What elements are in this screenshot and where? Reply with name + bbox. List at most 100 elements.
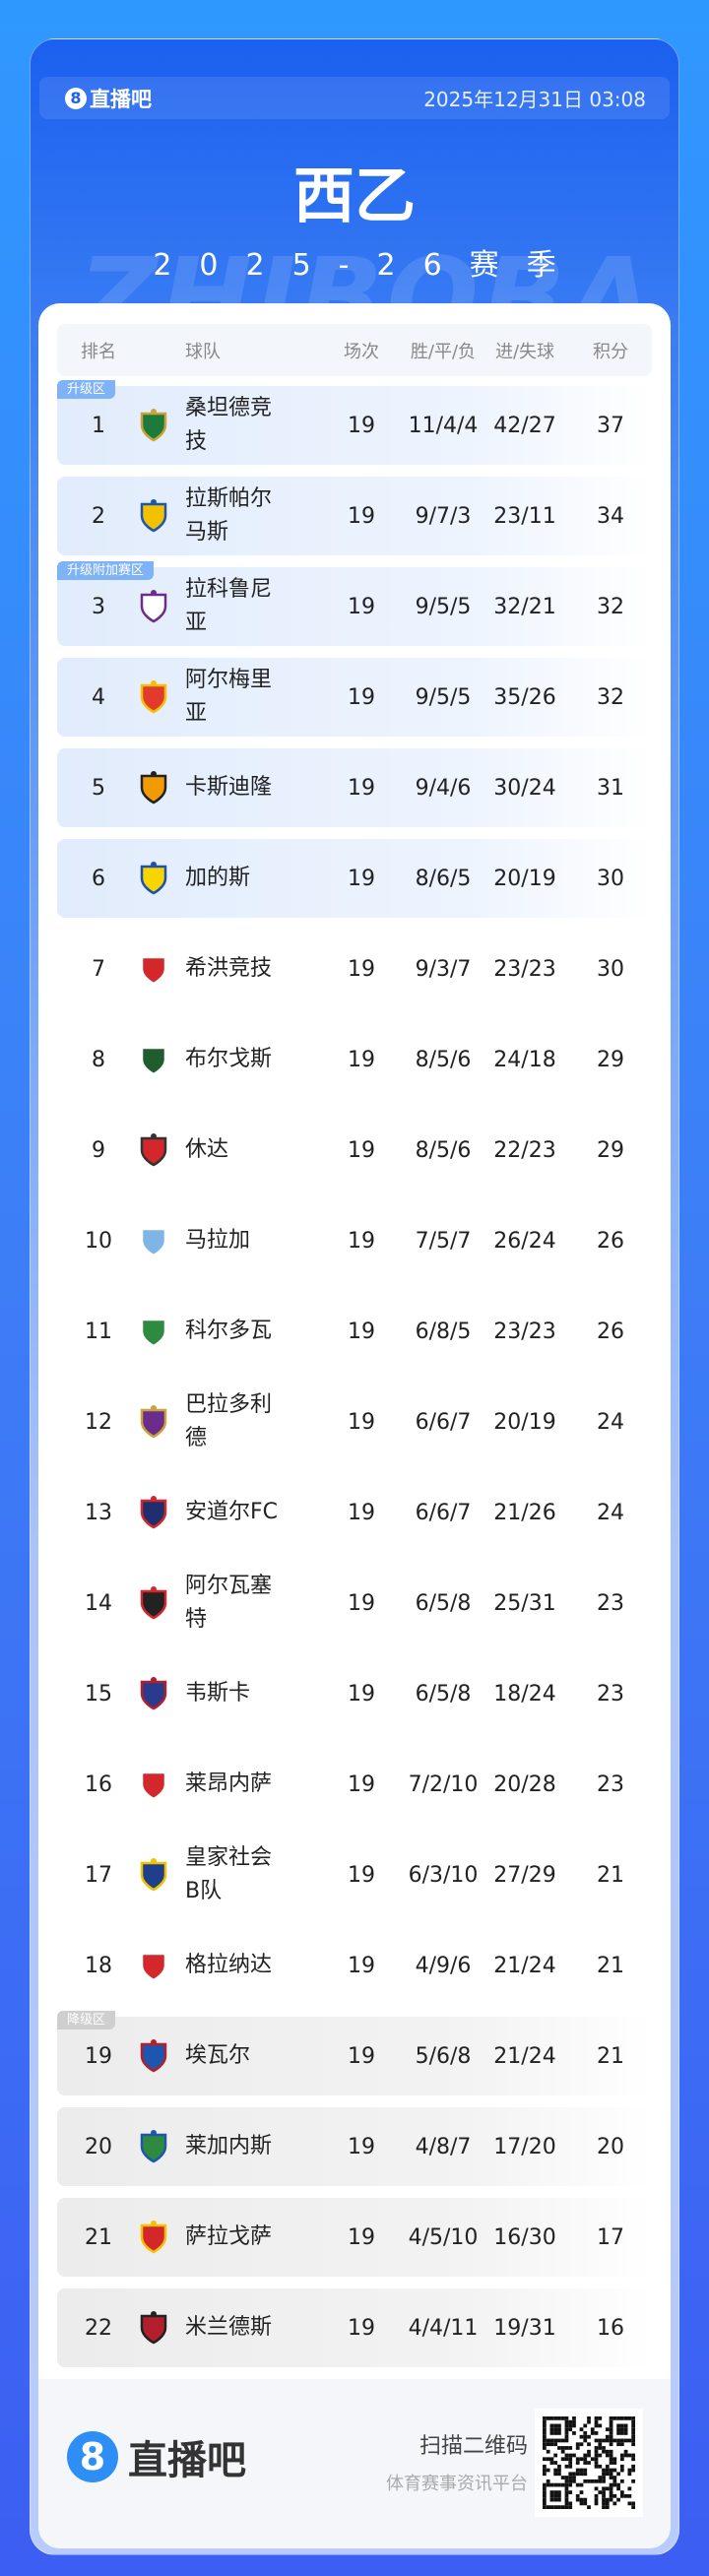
wdl: 6/6/7 — [415, 1500, 472, 1525]
team-crest-icon — [140, 2221, 167, 2254]
table-row[interactable]: 升级区 1 桑坦德竞技 19 11/4/4 42/27 37 — [57, 380, 652, 465]
rank: 17 — [85, 1862, 112, 1888]
team-name[interactable]: 皇家社会B队 — [185, 1845, 273, 1903]
wdl: 6/5/8 — [415, 1681, 472, 1707]
team-name[interactable]: 休达 — [185, 1137, 229, 1162]
points: 17 — [597, 2224, 624, 2250]
rank: 19 — [85, 2043, 112, 2069]
table-row[interactable]: 11 科尔多瓦 19 6/8/5 23/23 26 — [57, 1292, 652, 1371]
top-bar: 8 直播吧 2025年12月31日 03:08 — [39, 77, 670, 119]
rank: 11 — [85, 1319, 112, 1344]
table-row[interactable]: 21 萨拉戈萨 19 4/5/10 16/30 17 — [57, 2198, 652, 2277]
col-points: 积分 — [593, 341, 628, 362]
rank: 12 — [85, 1409, 112, 1435]
table-header: 排名 球队 场次 胜/平/负 进/失球 积分 — [57, 324, 652, 376]
team-name[interactable]: 格拉纳达 — [185, 1953, 273, 1977]
points: 21 — [597, 2043, 624, 2069]
goals: 32/21 — [493, 594, 556, 619]
team-crest-icon — [140, 1677, 167, 1710]
wdl: 8/6/5 — [415, 866, 472, 891]
team-name[interactable]: 阿尔梅里亚 — [185, 668, 273, 726]
points: 30 — [597, 956, 624, 982]
team-name[interactable]: 桑坦德竞技 — [185, 396, 273, 454]
team-name[interactable]: 莱昂内萨 — [185, 1771, 273, 1796]
team-crest-icon — [140, 2311, 167, 2345]
team-name[interactable]: 科尔多瓦 — [185, 1319, 273, 1343]
team-crest-icon — [140, 952, 167, 986]
table-row[interactable]: 13 安道尔FC 19 6/6/7 21/26 24 — [57, 1473, 652, 1552]
table-row[interactable]: 14 阿尔瓦塞特 19 6/5/8 25/31 23 — [57, 1564, 652, 1642]
table-row[interactable]: 升级附加赛区 3 拉科鲁尼亚 19 9/5/5 32/21 32 — [57, 561, 652, 646]
goals: 17/20 — [493, 2134, 556, 2159]
team-name[interactable]: 拉斯帕尔马斯 — [185, 486, 273, 545]
goals: 20/28 — [493, 1771, 556, 1797]
table-row[interactable]: 6 加的斯 19 8/6/5 20/19 30 — [57, 839, 652, 918]
rank: 14 — [85, 1590, 112, 1616]
team-name[interactable]: 拉科鲁尼亚 — [185, 577, 273, 635]
col-played: 场次 — [344, 341, 379, 362]
team-name[interactable]: 萨拉戈萨 — [185, 2224, 273, 2249]
table-row[interactable]: 10 马拉加 19 7/5/7 26/24 26 — [57, 1201, 652, 1280]
wdl: 4/4/11 — [408, 2315, 479, 2341]
table-row[interactable]: 12 巴拉多利德 19 6/6/7 20/19 24 — [57, 1383, 652, 1461]
wdl: 7/5/7 — [415, 1228, 472, 1254]
played: 19 — [348, 866, 375, 891]
rank: 4 — [92, 684, 105, 710]
table-row[interactable]: 22 米兰德斯 19 4/4/11 19/31 16 — [57, 2288, 652, 2367]
goals: 20/19 — [493, 866, 556, 891]
played: 19 — [348, 1590, 375, 1616]
team-name[interactable]: 埃瓦尔 — [185, 2043, 251, 2068]
points: 34 — [597, 503, 624, 529]
points: 26 — [597, 1228, 624, 1254]
points: 23 — [597, 1590, 624, 1616]
played: 19 — [348, 1953, 375, 1978]
points: 32 — [597, 594, 624, 619]
brand-name: 直播吧 — [90, 87, 152, 111]
rank: 9 — [92, 1137, 105, 1163]
table-row[interactable]: 16 莱昂内萨 19 7/2/10 20/28 23 — [57, 1745, 652, 1824]
table-row[interactable]: 8 布尔戈斯 19 8/5/6 24/18 29 — [57, 1020, 652, 1099]
table-row[interactable]: 15 韦斯卡 19 6/5/8 18/24 23 — [57, 1654, 652, 1733]
goals: 18/24 — [493, 1681, 556, 1707]
team-name[interactable]: 米兰德斯 — [185, 2315, 273, 2340]
team-name[interactable]: 马拉加 — [185, 1228, 251, 1253]
team-name[interactable]: 巴拉多利德 — [185, 1392, 273, 1450]
team-name[interactable]: 莱加内斯 — [185, 2134, 273, 2158]
wdl: 6/8/5 — [415, 1319, 472, 1344]
goals: 26/24 — [493, 1228, 556, 1254]
table-row[interactable]: 降级区 19 埃瓦尔 19 5/6/8 21/24 21 — [57, 2011, 652, 2095]
wdl: 6/6/7 — [415, 1409, 472, 1435]
tagline: 体育赛事资讯平台 — [386, 2474, 528, 2494]
played: 19 — [348, 2315, 375, 2341]
team-name[interactable]: 卡斯迪隆 — [185, 775, 273, 800]
table-row[interactable]: 18 格拉纳达 19 4/9/6 21/24 21 — [57, 1926, 652, 2005]
played: 19 — [348, 2043, 375, 2069]
points: 16 — [597, 2315, 624, 2341]
team-name[interactable]: 阿尔瓦塞特 — [185, 1574, 273, 1632]
goals: 30/24 — [493, 775, 556, 801]
table-row[interactable]: 9 休达 19 8/5/6 22/23 29 — [57, 1111, 652, 1190]
wdl: 6/3/10 — [408, 1862, 479, 1888]
table-row[interactable]: 20 莱加内斯 19 4/8/7 17/20 20 — [57, 2107, 652, 2186]
team-name[interactable]: 安道尔FC — [185, 1500, 279, 1524]
table-row[interactable]: 2 拉斯帕尔马斯 19 9/7/3 23/11 34 — [57, 477, 652, 555]
table-row[interactable]: 5 卡斯迪隆 19 9/4/6 30/24 31 — [57, 748, 652, 827]
goals: 19/31 — [493, 2315, 556, 2341]
points: 21 — [597, 1953, 624, 1978]
table-row[interactable]: 4 阿尔梅里亚 19 9/5/5 35/26 32 — [57, 658, 652, 737]
team-name[interactable]: 希洪竞技 — [185, 956, 273, 981]
team-name[interactable]: 加的斯 — [185, 866, 251, 890]
rank: 21 — [85, 2224, 112, 2250]
footer-logo: 8 直播吧 — [67, 2428, 246, 2485]
team-crest-icon — [140, 2130, 167, 2163]
col-goals: 进/失球 — [494, 341, 555, 362]
rank: 2 — [92, 503, 105, 529]
played: 19 — [348, 1409, 375, 1435]
points: 21 — [597, 1862, 624, 1888]
rank: 20 — [85, 2134, 112, 2159]
table-row[interactable]: 7 希洪竞技 19 9/3/7 23/23 30 — [57, 930, 652, 1008]
team-name[interactable]: 韦斯卡 — [185, 1681, 251, 1706]
team-name[interactable]: 布尔戈斯 — [185, 1047, 273, 1071]
table-row[interactable]: 17 皇家社会B队 19 6/3/10 27/29 21 — [57, 1835, 652, 1914]
goals: 23/23 — [493, 956, 556, 982]
